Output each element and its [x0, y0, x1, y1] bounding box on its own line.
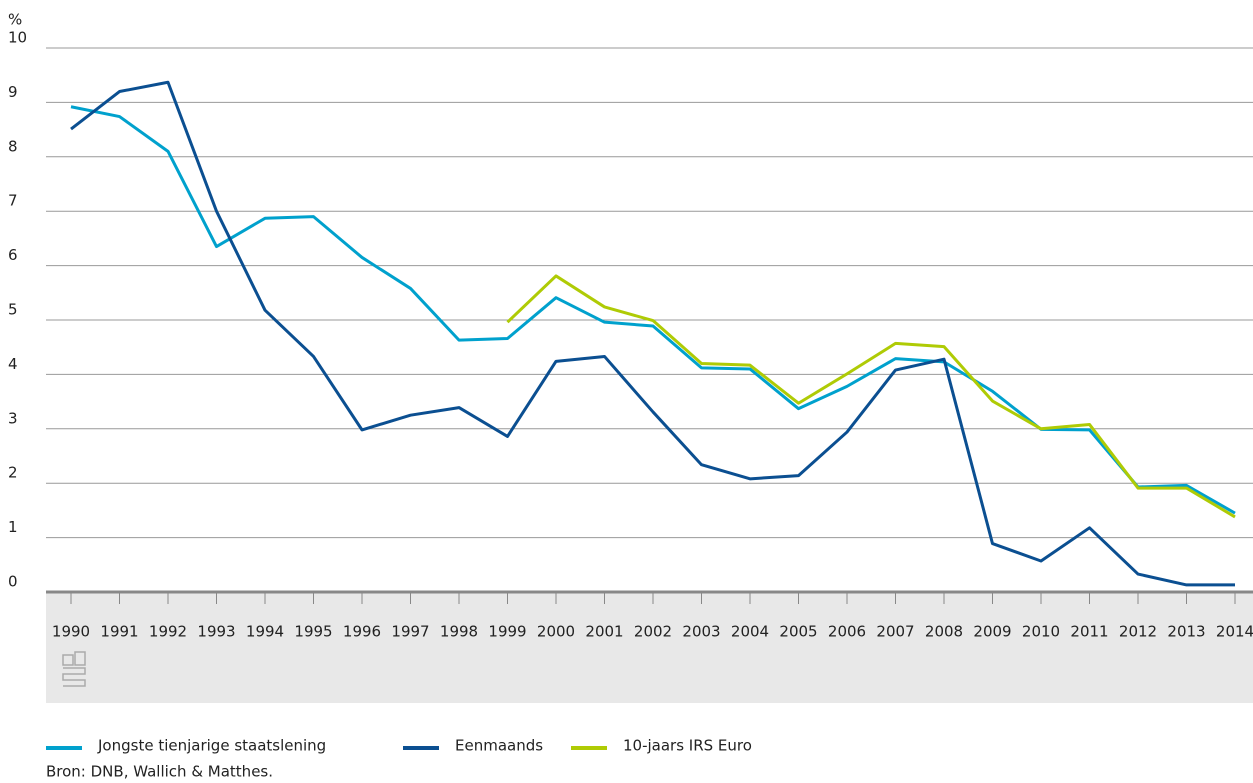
logo — [62, 651, 86, 687]
y-tick-label: 2 — [8, 464, 18, 482]
x-tick-label: 2004 — [731, 623, 769, 641]
x-tick-label: 1992 — [149, 623, 187, 641]
x-tick-label: 2006 — [828, 623, 866, 641]
y-tick-label: 7 — [8, 192, 18, 210]
axis-band — [46, 592, 1253, 703]
y-tick-label: 1 — [8, 518, 18, 536]
x-tick-label: 2013 — [1167, 623, 1205, 641]
y-tick-label: 9 — [8, 83, 18, 101]
x-tick-label: 2003 — [682, 623, 720, 641]
x-tick-label: 2014 — [1216, 623, 1253, 641]
legend-label: Jongste tienjarige staatslening — [97, 737, 326, 755]
x-tick-label: 2010 — [1022, 623, 1060, 641]
x-tick-label: 2009 — [973, 623, 1011, 641]
y-tick-label: 6 — [8, 246, 18, 264]
x-tick-label: 1995 — [294, 623, 332, 641]
series-line — [70, 105, 1236, 515]
legend-label: 10-jaars IRS Euro — [623, 737, 752, 755]
x-tick-label: 2005 — [779, 623, 817, 641]
x-tick-label: 2000 — [537, 623, 575, 641]
y-tick-label: 5 — [8, 301, 18, 319]
y-tick-label: 10 — [8, 29, 27, 47]
x-tick-label: 2001 — [585, 623, 623, 641]
x-tick-label: 2007 — [876, 623, 914, 641]
source: Bron: DNB, Wallich & Matthes. — [46, 763, 273, 781]
y-axis-label: % — [8, 11, 22, 29]
y-tick-label: 8 — [8, 137, 18, 155]
legend-label: Eenmaands — [455, 737, 543, 755]
x-tick-label: 1991 — [100, 623, 138, 641]
x-tick-label: 1996 — [343, 623, 381, 641]
x-tick-label: 2012 — [1119, 623, 1157, 641]
x-tick-label: 1999 — [488, 623, 526, 641]
series-line — [506, 274, 1236, 519]
x-tick-label: 1994 — [246, 623, 284, 641]
series-line — [70, 80, 1235, 587]
x-tick-label: 2008 — [925, 623, 963, 641]
x-tick-label: 1998 — [440, 623, 478, 641]
x-tick-label: 1997 — [391, 623, 429, 641]
x-tick-label: 1990 — [52, 623, 90, 641]
y-tick-label: 4 — [8, 355, 18, 373]
x-tick-label: 2011 — [1070, 623, 1108, 641]
y-tick-label: 3 — [8, 409, 18, 427]
y-tick-label: 0 — [8, 573, 18, 591]
x-tick-label: 1993 — [197, 623, 235, 641]
x-tick-label: 2002 — [634, 623, 672, 641]
